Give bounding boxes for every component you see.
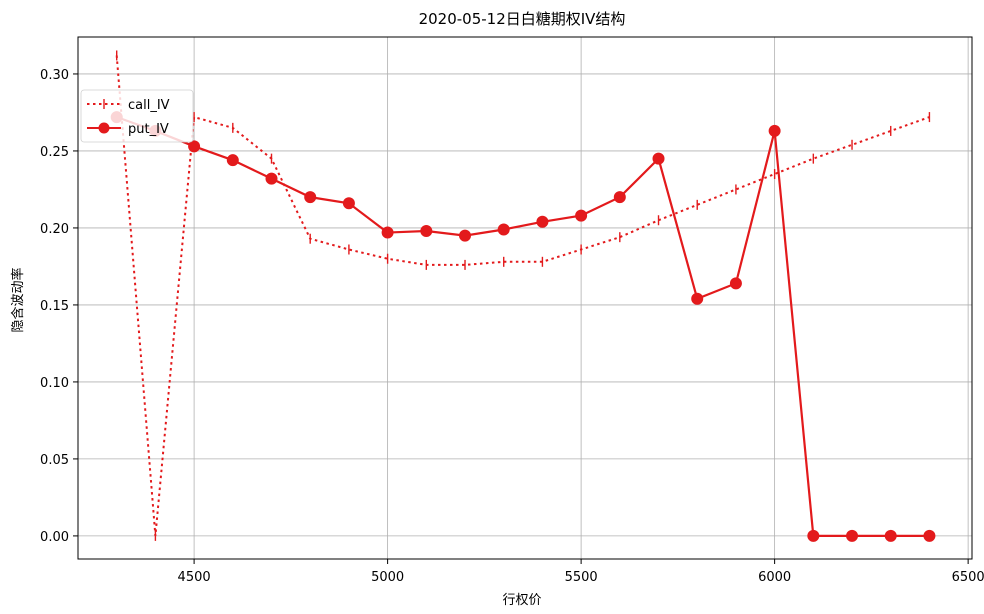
x-axis-label: 行权价 bbox=[502, 592, 541, 608]
y-tick-label: 0.05 bbox=[40, 453, 69, 468]
x-tick-label: 4500 bbox=[178, 570, 211, 585]
series-layer bbox=[110, 50, 936, 542]
call_IV-line bbox=[115, 55, 930, 536]
put_IV-point bbox=[807, 529, 820, 542]
grid-lines bbox=[78, 37, 972, 559]
put_IV-point bbox=[420, 225, 433, 238]
x-tick-label: 6500 bbox=[952, 570, 984, 585]
legend-put_IV-label: put_IV bbox=[128, 122, 169, 137]
put_IV-point bbox=[923, 529, 936, 542]
put_IV-point bbox=[691, 292, 704, 305]
put_IV-point bbox=[536, 215, 549, 228]
y-axis-label: 隐含波动率 bbox=[10, 267, 26, 332]
put_IV-point bbox=[188, 140, 201, 153]
x-tick-label: 5500 bbox=[565, 570, 598, 585]
put_IV-point bbox=[304, 191, 317, 204]
y-tick-label: 0.15 bbox=[40, 299, 69, 314]
y-tick-label: 0.25 bbox=[40, 145, 69, 160]
axis-ticks: 4500 5000 5500 6000 6500 0.00 0.05 0.10 0.15 0.20… bbox=[40, 68, 984, 585]
legend-call_IV-label: call_IV bbox=[128, 98, 170, 113]
put_IV-point bbox=[226, 154, 239, 167]
put_IV-point bbox=[613, 191, 626, 204]
chart-title: 2020-05-12日白糖期权IV结构 bbox=[419, 10, 626, 28]
put_IV-point bbox=[768, 124, 781, 137]
x-tick-label: 5000 bbox=[371, 570, 404, 585]
put_IV-point bbox=[497, 223, 510, 236]
y-tick-label: 0.10 bbox=[40, 376, 69, 391]
y-tick-label: 0.20 bbox=[40, 222, 69, 237]
legend: call_IV put_IV bbox=[80, 89, 194, 143]
put_IV-point bbox=[381, 226, 394, 239]
put_IV-point bbox=[575, 209, 588, 222]
put_IV-point bbox=[846, 529, 859, 542]
plot-frame bbox=[77, 36, 973, 560]
put_IV-point bbox=[652, 152, 665, 165]
put_IV-point bbox=[729, 277, 742, 290]
put_IV-point bbox=[265, 172, 278, 185]
put_IV-point bbox=[342, 197, 355, 210]
x-tick-label: 6000 bbox=[758, 570, 791, 585]
put_IV-point bbox=[459, 229, 472, 242]
legend-put_IV-marker bbox=[98, 122, 110, 134]
put_IV-line bbox=[116, 116, 930, 537]
y-tick-label: 0.00 bbox=[40, 530, 69, 545]
y-tick-label: 0.30 bbox=[40, 68, 69, 83]
put_IV-point bbox=[884, 529, 897, 542]
